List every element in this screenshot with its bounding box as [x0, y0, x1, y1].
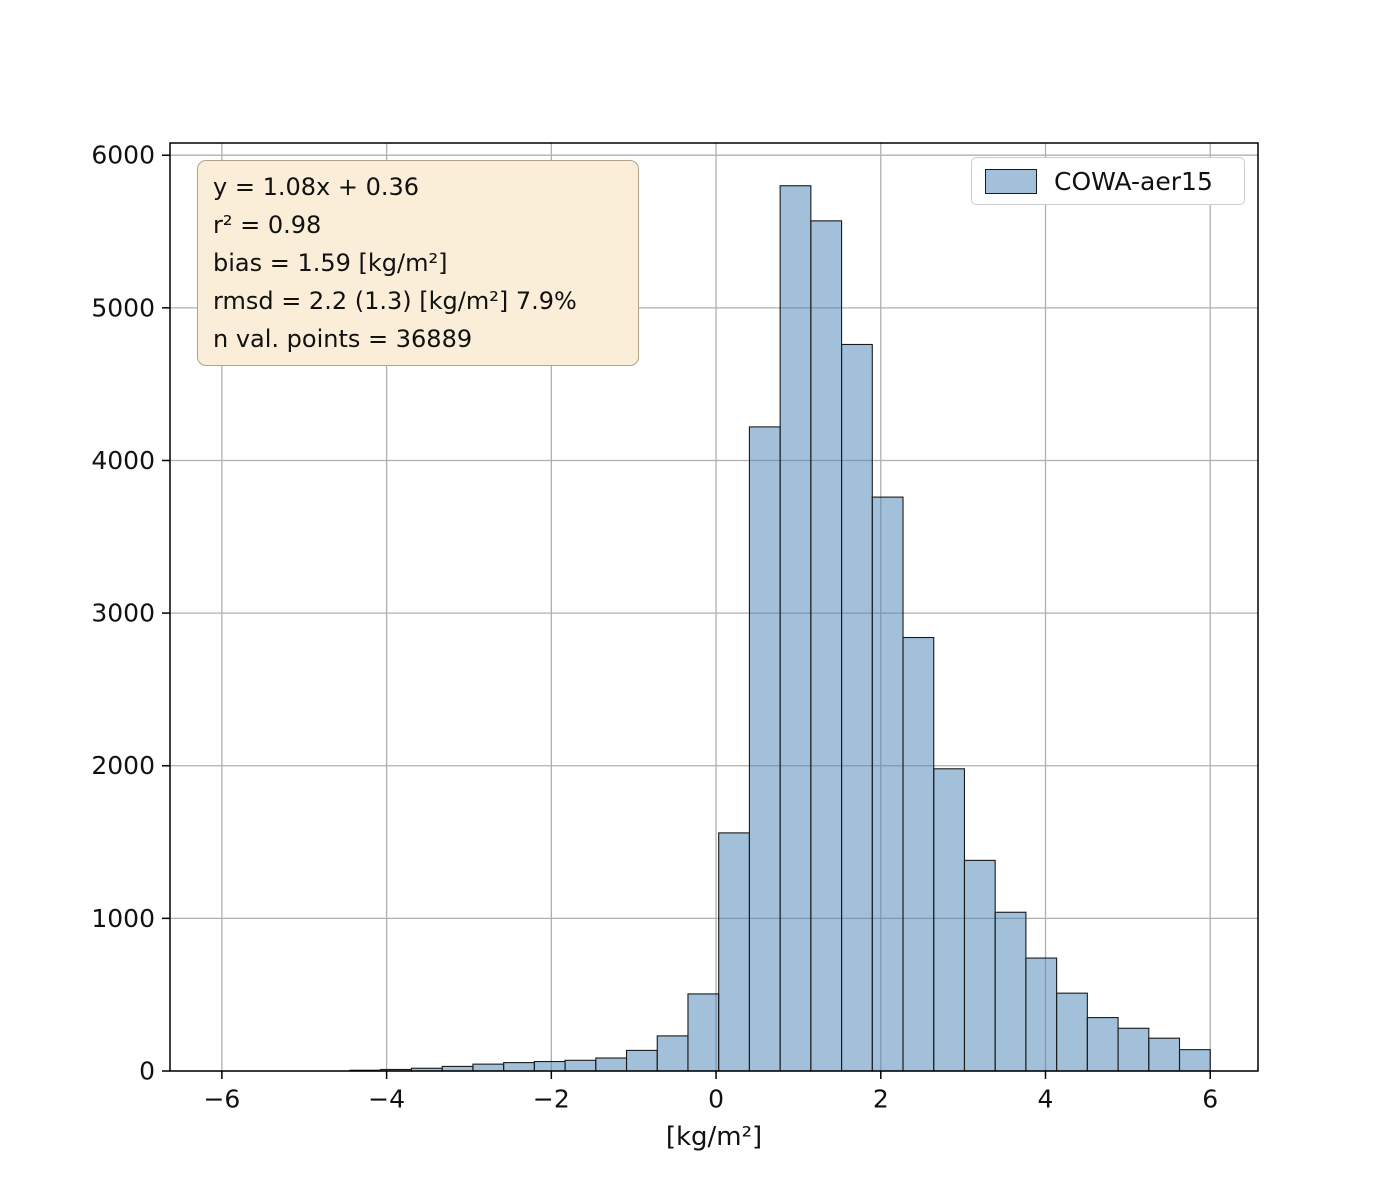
histogram-bar — [1117, 1027, 1150, 1072]
stats-line-fit: y = 1.08x + 0.36 — [213, 173, 420, 201]
histogram-bar — [902, 636, 935, 1072]
y-tick-label: 0 — [139, 1057, 155, 1086]
stats-line-r2: r² = 0.98 — [213, 211, 322, 239]
x-tick-label: 0 — [708, 1084, 724, 1113]
histogram-bar — [564, 1059, 597, 1072]
histogram-bar — [994, 911, 1027, 1072]
x-axis-label: [kg/m²] — [665, 1122, 763, 1152]
y-tick-label: 4000 — [91, 446, 155, 475]
histogram-bar — [1056, 992, 1088, 1072]
histogram-bar — [871, 496, 904, 1072]
histogram-bar — [810, 220, 843, 1072]
y-tick-label: 2000 — [91, 751, 155, 780]
legend-swatch — [985, 168, 1037, 194]
y-tick-label: 6000 — [91, 141, 155, 170]
stats-line-rmsd: rmsd = 2.2 (1.3) [kg/m²] 7.9% — [213, 287, 577, 315]
histogram-bar — [933, 768, 966, 1072]
y-tick-label: 1000 — [91, 904, 155, 933]
y-tick-label: 3000 — [91, 599, 155, 628]
x-tick-label: −2 — [533, 1084, 570, 1113]
histogram-bar — [625, 1049, 658, 1072]
histogram-bar — [718, 832, 750, 1072]
histogram-bar — [779, 185, 812, 1072]
histogram-bar — [1025, 957, 1058, 1072]
stats-line-bias: bias = 1.59 [kg/m²] — [213, 249, 448, 277]
histogram-bar — [472, 1063, 505, 1072]
y-tick-label: 5000 — [91, 293, 155, 322]
histogram-bar — [595, 1057, 628, 1072]
x-tick-label: 2 — [873, 1084, 889, 1113]
stats-box: y = 1.08x + 0.36 r² = 0.98 bias = 1.59 [… — [197, 160, 639, 366]
x-tick-label: 6 — [1202, 1084, 1218, 1113]
histogram-bar — [1148, 1037, 1181, 1072]
plot-border — [169, 142, 1259, 1072]
histogram-bar — [533, 1060, 566, 1072]
legend-label: COWA-aer15 — [1054, 166, 1213, 196]
stats-line-npoints: n val. points = 36889 — [213, 325, 473, 353]
histogram-bar — [1178, 1049, 1211, 1072]
legend: COWA-aer15 — [971, 157, 1245, 205]
x-tick-label: 4 — [1038, 1084, 1054, 1113]
histogram-bar — [748, 426, 781, 1072]
histogram-bar — [656, 1035, 689, 1072]
x-tick-label: −4 — [368, 1084, 405, 1113]
histogram-bar — [687, 993, 720, 1072]
x-tick-label: −6 — [203, 1084, 240, 1113]
histogram-bar — [1086, 1017, 1119, 1072]
histogram-bar — [963, 859, 996, 1072]
histogram-bar — [841, 343, 873, 1072]
histogram-bar — [503, 1062, 535, 1072]
